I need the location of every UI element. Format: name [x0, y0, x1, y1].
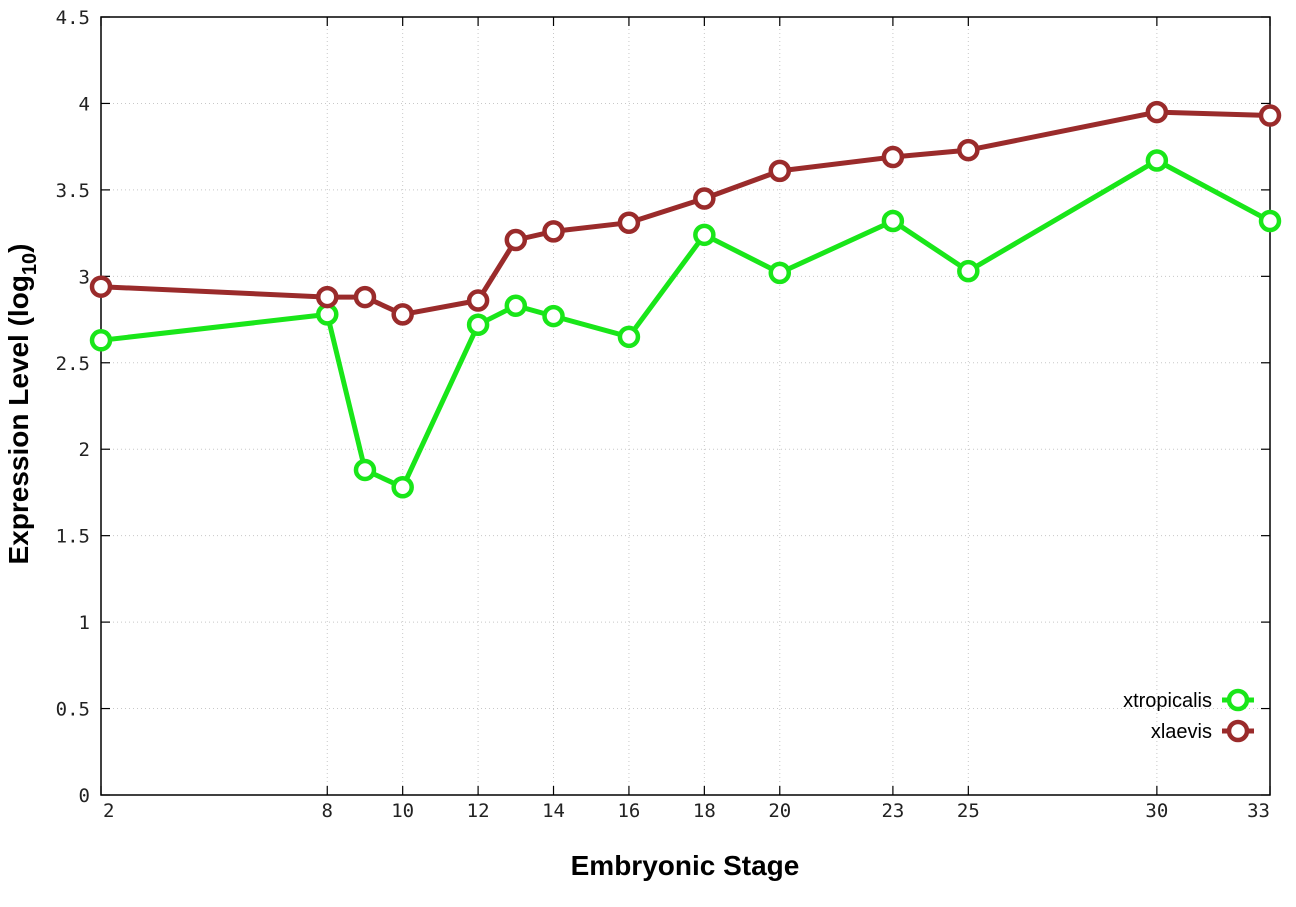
- data-point-xtropicalis: [1145, 149, 1169, 172]
- series-line-xtropicalis: [100, 158, 1272, 490]
- x-tick-label: 8: [322, 800, 333, 822]
- legend-label-xlaevis: xlaevis: [1151, 721, 1212, 743]
- data-point-xtropicalis: [881, 209, 905, 233]
- data-point-xtropicalis: [504, 294, 528, 317]
- data-point-xtropicalis: [391, 476, 414, 499]
- y-tick-label: 3: [79, 266, 90, 288]
- series-line-xlaevis: [100, 109, 1271, 317]
- series-group: [89, 100, 1282, 499]
- data-point-xtropicalis: [353, 458, 377, 482]
- data-point-xtropicalis: [89, 329, 113, 352]
- y-axis-title: Expression Level (log10): [3, 244, 41, 565]
- y-tick-label: 2.5: [56, 353, 90, 375]
- axis-ticks: 0 0.5 1 1.5 2 2.5 3 3.5 4 4.5 2 8 10 12 14 16 18 20 23 25 30…: [56, 7, 1271, 822]
- data-point-xlaevis: [89, 275, 113, 298]
- x-tick-label: 20: [768, 800, 791, 822]
- x-tick-label: 30: [1145, 800, 1168, 822]
- legend-marker-xlaevis: [1226, 719, 1250, 743]
- y-tick-label: 3.5: [56, 180, 90, 202]
- data-point-xlaevis: [466, 289, 490, 312]
- y-tick-label: 4: [79, 93, 90, 115]
- y-tick-label: 0.5: [56, 699, 90, 721]
- y-tick-label: 2: [79, 439, 90, 461]
- data-point-xtropicalis: [957, 259, 980, 283]
- data-point-xlaevis: [768, 159, 792, 183]
- data-point-xlaevis: [1145, 100, 1169, 124]
- y-tick-label: 1.5: [56, 526, 90, 548]
- data-point-xtropicalis: [466, 313, 490, 336]
- y-tick-label: 4.5: [56, 7, 90, 29]
- data-point-xlaevis: [542, 220, 565, 243]
- x-tick-label: 33: [1247, 800, 1270, 822]
- plot-frame: [100, 16, 1271, 796]
- x-tick-label: 16: [617, 800, 640, 822]
- data-point-xtropicalis: [768, 261, 792, 285]
- grid: [101, 17, 1270, 795]
- data-point-xlaevis: [504, 228, 528, 252]
- y-tick-label: 0: [79, 785, 90, 807]
- y-axis-title-main: Expression Level (log: [3, 275, 34, 564]
- data-point-xlaevis: [391, 303, 414, 326]
- data-point-xlaevis: [693, 187, 716, 210]
- data-point-xlaevis: [957, 138, 980, 162]
- x-tick-label: 12: [467, 800, 490, 822]
- data-point-xlaevis: [1258, 104, 1282, 127]
- data-point-xlaevis: [617, 211, 641, 234]
- series-xtropicalis: [89, 149, 1282, 499]
- y-tick-label: 1: [79, 612, 90, 634]
- legend-marker-xtropicalis: [1226, 688, 1250, 712]
- legend: xtropicalis xlaevis: [1123, 688, 1254, 743]
- legend-label-xtropicalis: xtropicalis: [1123, 690, 1212, 712]
- x-tick-label: 25: [957, 800, 980, 822]
- x-tick-label: 10: [391, 800, 414, 822]
- x-tick-label: 23: [881, 800, 904, 822]
- data-point-xlaevis: [353, 285, 377, 309]
- data-point-xtropicalis: [617, 325, 641, 349]
- data-point-xtropicalis: [693, 223, 716, 247]
- data-point-xlaevis: [881, 145, 905, 169]
- x-tick-label: 2: [103, 800, 114, 822]
- y-axis-title-subscript: 10: [19, 253, 41, 275]
- y-axis-title-close: ): [3, 244, 34, 253]
- series-xlaevis: [89, 100, 1282, 326]
- x-tick-label: 18: [693, 800, 716, 822]
- x-axis-title: Embryonic Stage: [571, 850, 800, 881]
- data-point-xlaevis: [316, 285, 339, 309]
- data-point-xtropicalis: [542, 304, 565, 328]
- data-point-xtropicalis: [1258, 209, 1282, 233]
- x-tick-label: 14: [542, 800, 565, 822]
